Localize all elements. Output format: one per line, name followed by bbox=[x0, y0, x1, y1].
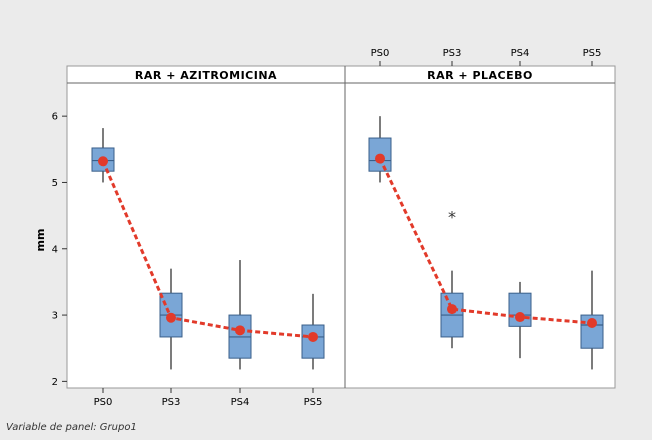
footnote: Variable de panel: Grupo1 bbox=[6, 422, 137, 433]
y-tick-label: 6 bbox=[52, 112, 58, 123]
mean-point bbox=[587, 318, 597, 329]
outlier-marker: * bbox=[448, 208, 456, 227]
x-tick-label-top: PS0 bbox=[371, 48, 390, 59]
y-tick-label: 5 bbox=[52, 178, 58, 189]
panel-title-left: RAR + AZITROMICINA bbox=[135, 69, 277, 82]
x-tick-label-top: PS4 bbox=[511, 48, 530, 59]
x-tick-label: PS4 bbox=[231, 397, 250, 408]
chart-marks: 2 3 4 5 6 PS0 PS3 PS4 PS5 PS0 PS3 PS4 PS5 * bbox=[52, 48, 604, 408]
x-tick-label: PS3 bbox=[162, 397, 181, 408]
y-tick-label: 2 bbox=[52, 377, 58, 388]
x-tick-label: PS0 bbox=[94, 397, 113, 408]
y-axis-label: mm bbox=[34, 229, 47, 252]
mean-point bbox=[235, 325, 245, 336]
panel-title-right: RAR + PLACEBO bbox=[427, 69, 533, 82]
mean-point bbox=[308, 331, 318, 342]
y-tick-label: 3 bbox=[52, 311, 58, 322]
mean-point bbox=[98, 156, 108, 167]
iqr-box bbox=[580, 314, 604, 349]
box-ps4 bbox=[228, 260, 252, 370]
box-ps3: * bbox=[440, 208, 464, 349]
mean-connect-line bbox=[378, 157, 593, 325]
mean-point bbox=[447, 304, 457, 315]
x-tick-label-top: PS5 bbox=[583, 48, 602, 59]
mean-point bbox=[166, 312, 176, 323]
plot-background bbox=[66, 65, 616, 389]
mean-point bbox=[515, 312, 525, 323]
mean-point bbox=[375, 153, 385, 164]
x-tick-label-top: PS3 bbox=[443, 48, 462, 59]
x-tick-label: PS5 bbox=[304, 397, 323, 408]
y-tick-label: 4 bbox=[52, 244, 58, 255]
